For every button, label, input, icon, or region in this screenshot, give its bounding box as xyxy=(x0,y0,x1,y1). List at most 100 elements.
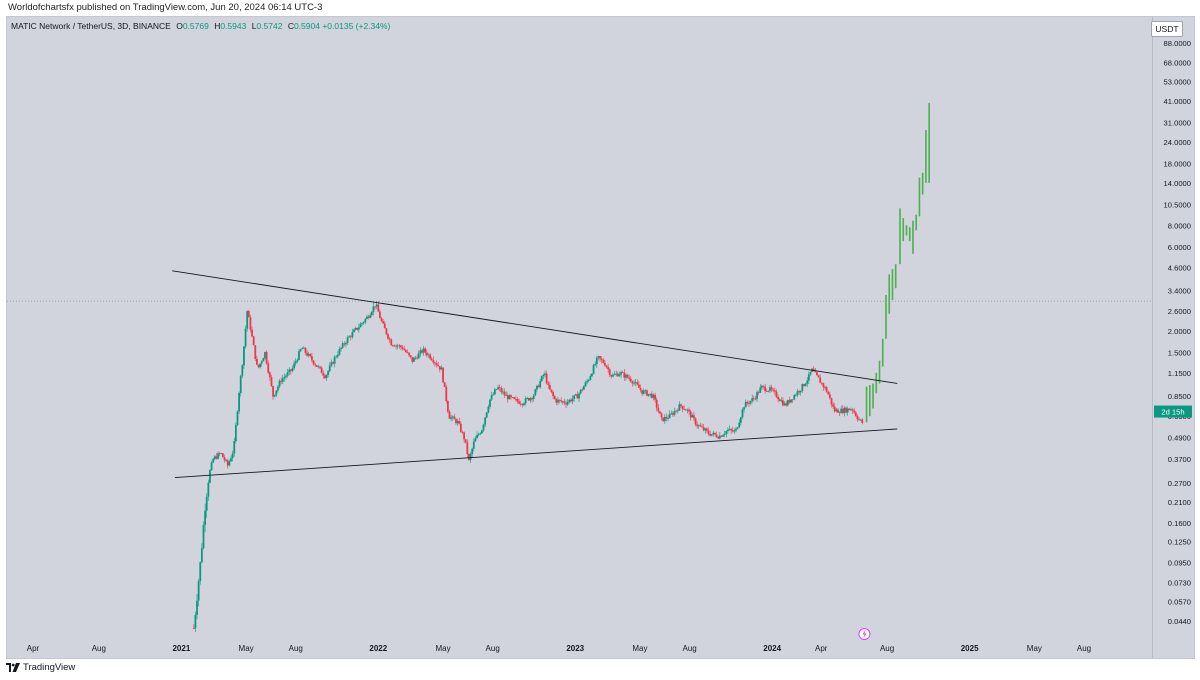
candle-body xyxy=(265,351,268,364)
currency-button[interactable]: USDT xyxy=(1151,21,1183,37)
candle-body xyxy=(205,496,208,511)
candle-body xyxy=(657,407,660,412)
candle-body xyxy=(752,398,755,400)
candle-body xyxy=(595,357,598,365)
candles-group xyxy=(192,301,864,633)
candle-body xyxy=(479,433,482,435)
candle-body xyxy=(267,363,270,373)
candle-body xyxy=(798,391,801,393)
y-tick-label: 3.4000 xyxy=(1168,286,1191,295)
candle-body xyxy=(701,426,703,428)
candle-body xyxy=(574,394,577,396)
candle-body xyxy=(667,418,669,420)
candle-body xyxy=(725,431,728,434)
candle-body xyxy=(289,369,292,371)
x-tick-label: Apr xyxy=(27,644,40,653)
price-axis[interactable]: 88.0000 68.0000 53.0000 41.0000 31.0000 24.00… xyxy=(1152,17,1195,658)
candle-body xyxy=(508,395,511,400)
candle-body xyxy=(803,384,805,386)
candle-body xyxy=(770,387,773,390)
candle-body xyxy=(304,347,307,353)
candle-body xyxy=(212,458,215,463)
candle-body xyxy=(401,347,404,350)
candle-body xyxy=(348,336,351,338)
candle-body xyxy=(516,398,519,402)
candle-body xyxy=(492,394,495,396)
chart-frame[interactable]: Apr Aug 2021 May Aug 2022 May Aug 2023 May Aug 2024… xyxy=(6,16,1195,659)
y-tick-label: 18.0000 xyxy=(1164,160,1191,169)
x-tick-label: Aug xyxy=(92,644,106,653)
candle-body xyxy=(529,398,532,401)
footer: TradingView xyxy=(6,662,75,673)
candle-body xyxy=(482,424,485,431)
trendline-upper xyxy=(172,270,898,384)
candle-body xyxy=(570,399,572,402)
candle-body xyxy=(537,385,540,388)
candle-body xyxy=(629,378,632,382)
candle-body xyxy=(273,394,276,397)
candle-body xyxy=(616,373,619,377)
candle-body xyxy=(393,345,396,347)
candle-body xyxy=(663,416,666,422)
candle-body xyxy=(503,391,506,396)
candle-body xyxy=(587,379,590,382)
candle-body xyxy=(659,411,661,414)
candle-body xyxy=(683,409,686,410)
price-chart[interactable]: Apr Aug 2021 May Aug 2022 May Aug 2023 May Aug 2024… xyxy=(7,17,1152,658)
candle-body xyxy=(521,403,524,406)
candle-body xyxy=(233,441,236,454)
candle-body xyxy=(254,345,257,359)
candle-body xyxy=(804,383,807,386)
candle-body xyxy=(751,398,754,401)
x-tick-label: 2023 xyxy=(566,644,584,653)
symbol-title: MATIC Network / TetherUS, 3D, BINANCE xyxy=(11,21,171,31)
y-tick-label: 0.0570 xyxy=(1168,597,1191,606)
candle-body xyxy=(280,380,283,382)
candle-body xyxy=(621,372,624,374)
candle-body xyxy=(668,413,671,419)
candle-body xyxy=(689,411,692,418)
candle-body xyxy=(548,385,551,390)
candle-body xyxy=(722,435,724,437)
candle-body xyxy=(400,345,402,348)
candle-body xyxy=(498,387,501,389)
candle-body xyxy=(506,395,509,400)
y-tick-label: 31.0000 xyxy=(1164,118,1191,127)
candle-body xyxy=(563,401,566,404)
candle-body xyxy=(761,385,763,388)
candle-body xyxy=(534,389,537,396)
y-tick-label: 0.0950 xyxy=(1168,558,1191,567)
candle-body xyxy=(853,410,856,413)
candle-body xyxy=(416,357,419,359)
candle-body xyxy=(252,336,255,346)
candle-body xyxy=(602,359,605,364)
candle-body xyxy=(385,328,388,335)
candle-body xyxy=(791,399,794,401)
candle-body xyxy=(364,318,367,323)
y-tick-label: 68.0000 xyxy=(1164,59,1191,68)
candle-body xyxy=(411,357,414,362)
candle-body xyxy=(361,323,364,325)
x-tick-label: May xyxy=(1027,644,1042,653)
candle-body xyxy=(194,614,197,629)
change-value: +0.0135 (+2.34%) xyxy=(322,21,391,31)
plot-area[interactable]: Apr Aug 2021 May Aug 2022 May Aug 2023 May Aug 2024… xyxy=(7,17,1152,658)
candle-body xyxy=(270,377,273,387)
candle-body xyxy=(210,462,213,471)
candle-body xyxy=(801,384,804,391)
y-tick-label: 4.6000 xyxy=(1168,263,1191,272)
candle-body xyxy=(757,392,760,393)
publish-info: Worldofchartsfx published on TradingView… xyxy=(8,2,323,13)
candle-body xyxy=(518,401,521,404)
candle-body xyxy=(806,380,809,384)
candle-body xyxy=(838,412,841,414)
candle-body xyxy=(419,350,422,354)
candle-body xyxy=(340,347,342,349)
candle-body xyxy=(215,456,218,459)
candle-body xyxy=(307,353,310,356)
candle-body xyxy=(500,388,503,393)
candle-body xyxy=(680,404,682,406)
candle-body xyxy=(396,345,399,347)
candle-body xyxy=(241,365,244,376)
candle-body xyxy=(739,417,742,423)
